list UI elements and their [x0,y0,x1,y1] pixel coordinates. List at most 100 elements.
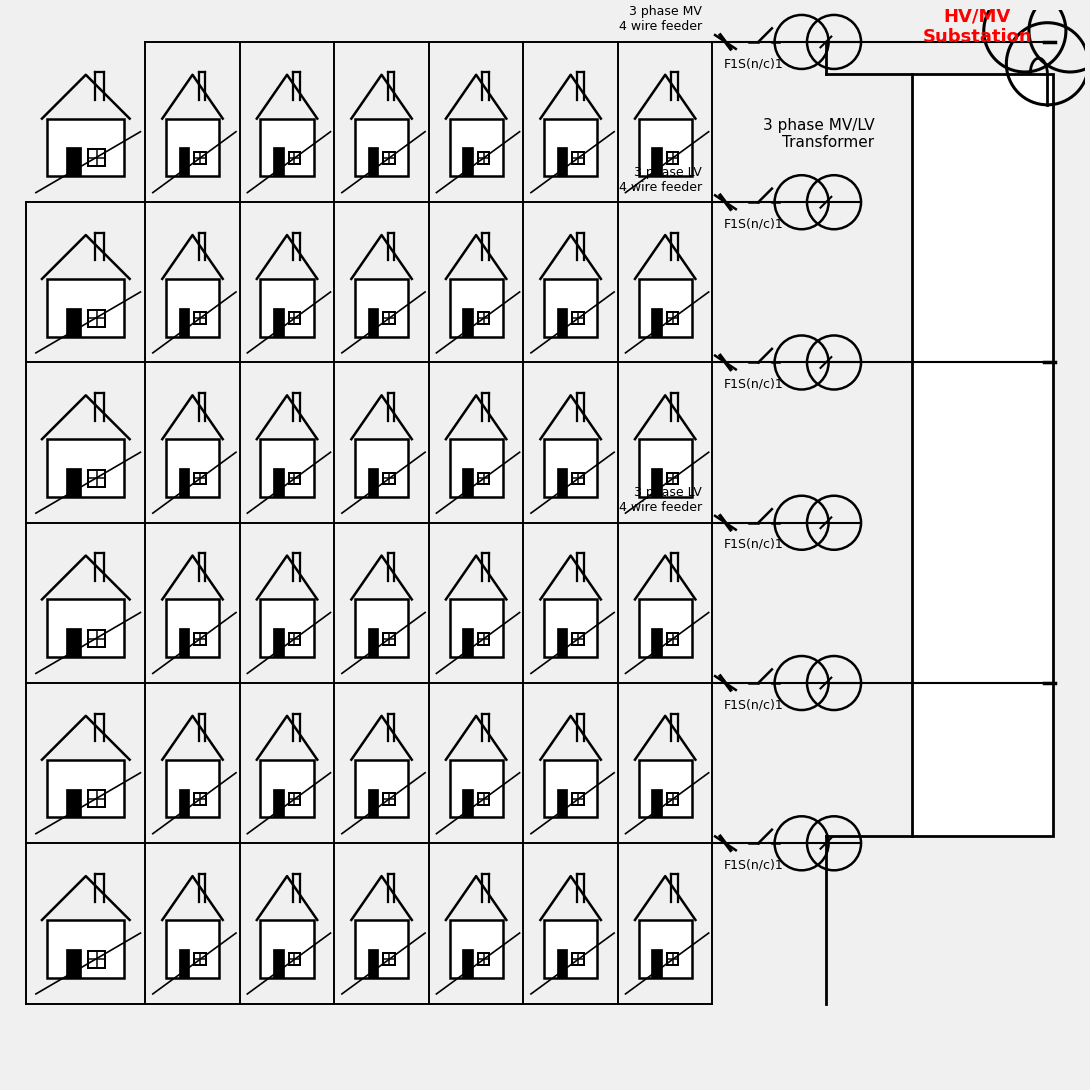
Bar [652,948,662,978]
Bar [65,468,81,497]
Bar [572,633,584,644]
Bar [667,473,678,484]
Bar [65,307,81,337]
Bar [289,312,301,324]
Bar [462,788,473,818]
Bar [274,307,283,337]
Bar [367,307,378,337]
Bar [65,948,81,978]
Bar [384,954,395,965]
Bar [261,279,314,337]
Bar [652,307,662,337]
Bar [179,788,190,818]
Bar [47,760,124,818]
Bar [462,948,473,978]
Bar [355,439,408,497]
Bar [261,760,314,818]
Bar [557,948,568,978]
Bar [384,794,395,804]
Bar [449,600,502,657]
Bar [194,473,206,484]
Bar [166,119,219,177]
Bar [261,920,314,978]
Bar [274,628,283,657]
Bar [667,312,678,324]
Bar [274,948,283,978]
Bar [289,473,301,484]
Bar [179,948,190,978]
Bar [367,628,378,657]
Bar [179,468,190,497]
Bar [88,790,105,808]
Bar [477,312,489,324]
Bar [384,473,395,484]
Bar [667,954,678,965]
Bar [667,633,678,644]
Bar [367,948,378,978]
Bar [274,147,283,177]
Bar [557,628,568,657]
Bar [47,600,124,657]
Bar [652,628,662,657]
Bar [65,788,81,818]
Bar [572,152,584,164]
Text: F1S(n/c)1: F1S(n/c)1 [724,699,783,711]
Bar [166,600,219,657]
Bar [544,279,597,337]
Bar [544,920,597,978]
Bar [367,788,378,818]
Bar [367,147,378,177]
Bar [261,439,314,497]
Text: 3 phase LV
4 wire feeder: 3 phase LV 4 wire feeder [618,486,702,514]
Bar [47,920,124,978]
Text: F1S(n/c)1: F1S(n/c)1 [724,859,783,871]
Bar [88,149,105,167]
Bar [572,794,584,804]
Bar [557,468,568,497]
Bar [166,920,219,978]
Bar [384,633,395,644]
Bar [166,279,219,337]
Bar [462,628,473,657]
Bar [639,439,692,497]
Bar [289,152,301,164]
Bar [88,630,105,647]
Bar [544,760,597,818]
Bar [179,628,190,657]
Bar [544,600,597,657]
Bar [384,152,395,164]
Bar [384,312,395,324]
Bar [449,439,502,497]
Text: 3 phase MV
4 wire feeder: 3 phase MV 4 wire feeder [618,5,702,34]
Bar [449,760,502,818]
Bar [166,760,219,818]
Bar [652,788,662,818]
Bar [65,147,81,177]
Bar [261,600,314,657]
Bar [88,470,105,487]
Bar [639,279,692,337]
Bar [544,439,597,497]
Bar [179,147,190,177]
Bar [289,954,301,965]
Bar [194,312,206,324]
Bar [194,152,206,164]
Bar [477,473,489,484]
Bar [367,468,378,497]
Bar [477,794,489,804]
Bar [289,794,301,804]
Bar [639,600,692,657]
Bar [355,279,408,337]
Bar [449,119,502,177]
Bar [194,954,206,965]
Bar [88,310,105,327]
Bar [652,468,662,497]
Bar [667,794,678,804]
Bar [639,760,692,818]
Bar [355,600,408,657]
Bar [667,152,678,164]
Bar [289,633,301,644]
Bar [47,439,124,497]
Bar [47,279,124,337]
Bar [355,760,408,818]
